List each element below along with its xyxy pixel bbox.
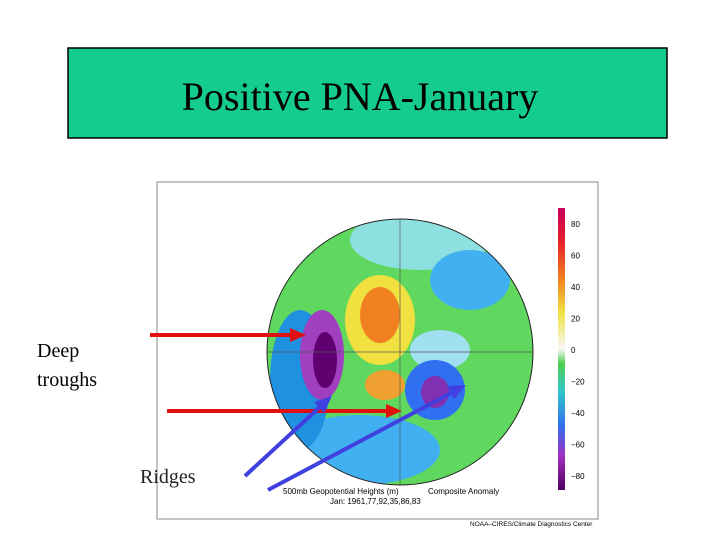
map-caption: Composite Anomaly [428, 487, 499, 496]
title: Positive PNA-January [182, 74, 539, 119]
title-box [67, 47, 668, 139]
colorbar-label: 60 [571, 252, 580, 261]
map-credit: NOAA–CIRES/Climate Diagnostics Center [470, 521, 593, 528]
colorbar-label: 40 [571, 283, 580, 292]
colorbar-label: −40 [571, 409, 585, 418]
colorbar [558, 208, 565, 490]
ridge-arrows [243, 385, 466, 492]
map-dates: Jan: 1961,77,92,35,86,83 [330, 497, 421, 506]
globe-outline [266, 218, 534, 486]
colorbar-labels: 80 60 40 20 0 −20 −40 −60 −80 [571, 220, 585, 481]
colorbar-label: 0 [571, 346, 576, 355]
label-troughs: troughs [37, 369, 97, 391]
colorbar-label: 80 [571, 220, 580, 229]
trough-arrows [150, 328, 402, 418]
colorbar-label: −20 [571, 378, 585, 387]
colorbar-label: 20 [571, 315, 580, 324]
colorbar-label: −60 [571, 441, 585, 450]
colorbar-label: −80 [571, 472, 585, 481]
map-caption: 500mb Geopotential Heights (m) [283, 487, 399, 496]
label-ridges: Ridges [140, 466, 196, 488]
label-troughs: Deep [37, 340, 79, 362]
